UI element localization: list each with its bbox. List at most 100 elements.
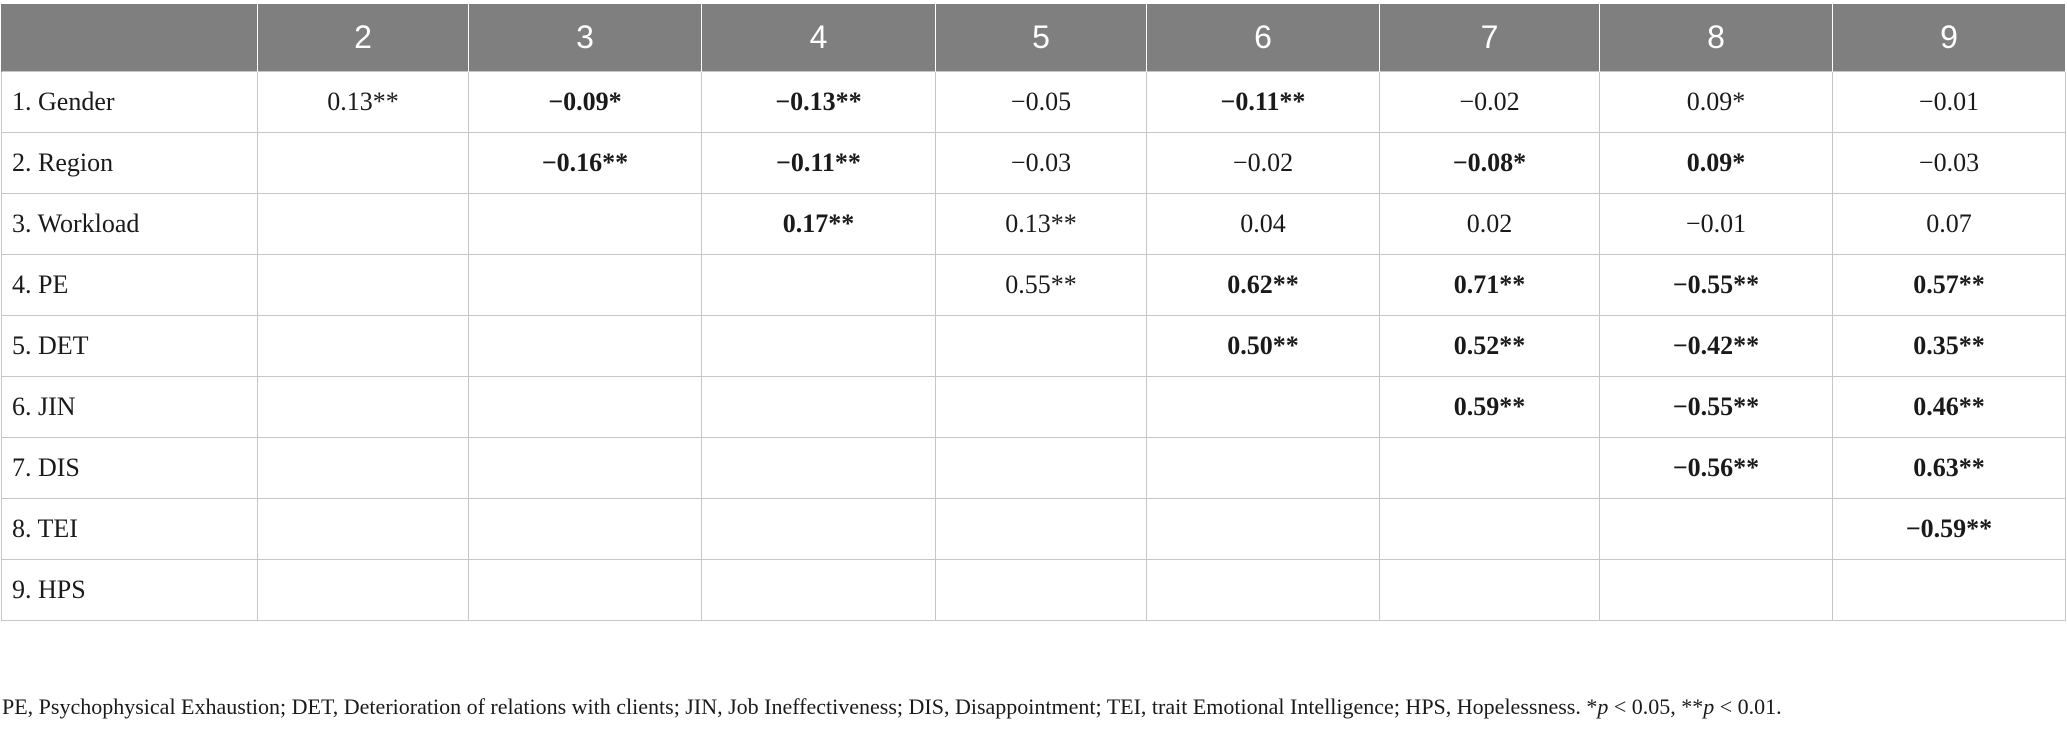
correlation-cell: −0.55** xyxy=(1599,254,1833,316)
row-label: 8. TEI xyxy=(1,498,258,560)
correlation-cell: −0.13** xyxy=(701,71,936,133)
footnote-p-symbol-1: p xyxy=(1597,694,1609,719)
correlation-cell xyxy=(1379,498,1600,560)
correlation-cell xyxy=(935,498,1147,560)
correlation-cell xyxy=(701,498,936,560)
correlation-cell: −0.59** xyxy=(1832,498,2066,560)
row-label: 2. Region xyxy=(1,132,258,194)
correlation-cell xyxy=(935,315,1147,377)
correlation-cell: 0.09* xyxy=(1599,132,1833,194)
correlation-cell xyxy=(468,315,702,377)
correlation-cell xyxy=(935,559,1147,621)
table-row: 8. TEI −0.59** xyxy=(1,498,2066,560)
correlation-cell: −0.01 xyxy=(1599,193,1833,255)
table-row: 1. Gender 0.13** −0.09* −0.13** −0.05 −0.11**… xyxy=(1,71,2066,133)
correlation-cell: 0.35** xyxy=(1832,315,2066,377)
correlation-cell: 0.62** xyxy=(1146,254,1380,316)
table-row: 7. DIS −0.56** 0.63** xyxy=(1,437,2066,499)
correlation-cell: −0.11** xyxy=(1146,71,1380,133)
correlation-cell xyxy=(257,437,469,499)
correlation-cell: −0.03 xyxy=(1832,132,2066,194)
footnote-sig2-stars: ** xyxy=(1681,694,1704,719)
correlation-cell: 0.09* xyxy=(1599,71,1833,133)
table-body: 1. Gender 0.13** −0.09* −0.13** −0.05 −0.11**… xyxy=(1,71,2066,621)
correlation-cell: −0.02 xyxy=(1379,71,1600,133)
correlation-cell xyxy=(1146,498,1380,560)
correlation-cell: 0.57** xyxy=(1832,254,2066,316)
correlation-cell xyxy=(1599,498,1833,560)
correlation-cell xyxy=(257,376,469,438)
correlation-cell: −0.08* xyxy=(1379,132,1600,194)
table-row: 2. Region −0.16** −0.11** −0.03 −0.02 −0.08* 0… xyxy=(1,132,2066,194)
correlation-cell xyxy=(701,315,936,377)
correlation-cell: 0.63** xyxy=(1832,437,2066,499)
column-header-6: 6 xyxy=(1146,4,1380,72)
correlation-cell xyxy=(1599,559,1833,621)
row-label: 1. Gender xyxy=(1,71,258,133)
column-header-3: 3 xyxy=(468,4,702,72)
correlation-cell xyxy=(468,193,702,255)
footnote-sig1-value: < 0.05, xyxy=(1608,694,1682,719)
correlation-cell: −0.02 xyxy=(1146,132,1380,194)
correlation-cell xyxy=(257,132,469,194)
correlation-cell: 0.59** xyxy=(1379,376,1600,438)
table-row: 5. DET 0.50** 0.52** −0.42** 0.35** xyxy=(1,315,2066,377)
correlation-cell: −0.16** xyxy=(468,132,702,194)
row-label: 3. Workload xyxy=(1,193,258,255)
table-row: 3. Workload 0.17** 0.13** 0.04 0.02 −0.01 0.07 xyxy=(1,193,2066,255)
correlation-cell xyxy=(935,437,1147,499)
correlation-cell xyxy=(468,559,702,621)
correlation-cell: −0.42** xyxy=(1599,315,1833,377)
correlation-cell: −0.05 xyxy=(935,71,1147,133)
correlation-cell xyxy=(1379,559,1600,621)
correlation-cell xyxy=(701,437,936,499)
row-label: 5. DET xyxy=(1,315,258,377)
correlation-cell xyxy=(468,254,702,316)
row-label: 9. HPS xyxy=(1,559,258,621)
correlation-cell xyxy=(935,376,1147,438)
correlation-cell: −0.55** xyxy=(1599,376,1833,438)
table-row: 9. HPS xyxy=(1,559,2066,621)
correlation-cell: 0.13** xyxy=(257,71,469,133)
column-header-8: 8 xyxy=(1599,4,1833,72)
footnote-p-symbol-2: p xyxy=(1703,694,1715,719)
column-header-4: 4 xyxy=(701,4,936,72)
correlation-cell xyxy=(468,437,702,499)
correlation-cell: 0.46** xyxy=(1832,376,2066,438)
footnote-sig1-stars: * xyxy=(1586,694,1598,719)
column-header-7: 7 xyxy=(1379,4,1600,72)
row-label: 6. JIN xyxy=(1,376,258,438)
footnote-abbreviations: PE, Psychophysical Exhaustion; DET, Dete… xyxy=(2,694,1587,719)
correlation-cell: −0.11** xyxy=(701,132,936,194)
correlation-cell xyxy=(1146,437,1380,499)
correlation-cell xyxy=(257,498,469,560)
correlation-cell: −0.01 xyxy=(1832,71,2066,133)
correlation-cell xyxy=(468,498,702,560)
correlation-cell: 0.17** xyxy=(701,193,936,255)
correlation-cell: 0.04 xyxy=(1146,193,1380,255)
correlation-cell xyxy=(701,559,936,621)
correlation-cell xyxy=(257,559,469,621)
column-header-5: 5 xyxy=(935,4,1147,72)
correlation-cell xyxy=(1379,437,1600,499)
correlation-cell xyxy=(257,254,469,316)
correlation-cell xyxy=(701,376,936,438)
correlation-cell xyxy=(257,193,469,255)
correlation-cell: −0.56** xyxy=(1599,437,1833,499)
correlation-cell: −0.03 xyxy=(935,132,1147,194)
header-corner-cell xyxy=(1,4,258,72)
correlation-cell: 0.52** xyxy=(1379,315,1600,377)
table-footnote: PE, Psychophysical Exhaustion; DET, Dete… xyxy=(2,694,1782,720)
footnote-sig2-value: < 0.01. xyxy=(1714,694,1782,719)
row-label: 7. DIS xyxy=(1,437,258,499)
column-header-2: 2 xyxy=(257,4,469,72)
correlation-cell xyxy=(1832,559,2066,621)
table-row: 4. PE 0.55** 0.62** 0.71** −0.55** 0.57** xyxy=(1,254,2066,316)
correlation-cell: 0.50** xyxy=(1146,315,1380,377)
correlation-cell: −0.09* xyxy=(468,71,702,133)
correlation-cell: 0.07 xyxy=(1832,193,2066,255)
correlation-cell: 0.71** xyxy=(1379,254,1600,316)
column-header-9: 9 xyxy=(1832,4,2066,72)
